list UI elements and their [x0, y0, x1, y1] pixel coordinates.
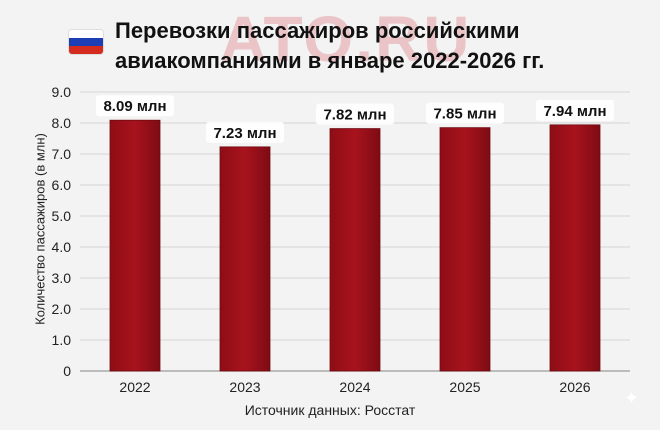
- data-label-2024: 7.82 млн: [323, 107, 386, 124]
- y-tick-label: 6.0: [52, 177, 72, 193]
- bar-2025: [439, 127, 491, 372]
- data-label-bg: [96, 95, 174, 117]
- russia-flag-icon: [69, 30, 103, 54]
- x-tick-label-2026: 2026: [559, 379, 590, 395]
- bar-2026: [549, 124, 601, 372]
- source-note: Источник данных: Росстат: [244, 402, 416, 418]
- bar-2023: [219, 146, 271, 372]
- y-tick-label: 4.0: [52, 239, 72, 255]
- data-label-bg: [316, 103, 394, 125]
- watermark-logo: ATO.RU: [220, 3, 472, 75]
- y-tick-label: 9.0: [52, 84, 72, 100]
- y-tick-label: 8.0: [52, 115, 72, 131]
- bar-2022: [109, 119, 161, 372]
- chart-title: Перевозки пассажиров российскими авиаком…: [115, 16, 635, 76]
- chart-title-line-2: авиакомпаниями в январе 2022-2026 гг.: [115, 48, 545, 73]
- x-tick-label-2023: 2023: [229, 379, 260, 395]
- x-tick-label-2025: 2025: [449, 379, 480, 395]
- data-label-bg: [426, 102, 504, 124]
- data-label-bg: [536, 99, 614, 121]
- data-label-2022: 8.09 млн: [103, 98, 166, 115]
- y-tick-label: 2.0: [52, 301, 72, 317]
- y-tick-label: 5.0: [52, 208, 72, 224]
- x-tick-label-2024: 2024: [339, 379, 370, 395]
- data-label-2025: 7.85 млн: [433, 106, 496, 123]
- data-label-2023: 7.23 млн: [213, 125, 276, 142]
- bar-2024: [329, 128, 381, 372]
- y-tick-label: 0: [63, 363, 71, 379]
- x-tick-label-2022: 2022: [119, 379, 150, 395]
- y-tick-label: 7.0: [52, 146, 72, 162]
- chart-title-line-1: Перевозки пассажиров российскими: [115, 18, 520, 43]
- data-label-bg: [206, 121, 284, 143]
- y-tick-label: 1.0: [52, 332, 72, 348]
- y-tick-label: 3.0: [52, 270, 72, 286]
- data-label-2026: 7.94 млн: [543, 103, 606, 120]
- sparkle-icon: ✦: [624, 388, 640, 408]
